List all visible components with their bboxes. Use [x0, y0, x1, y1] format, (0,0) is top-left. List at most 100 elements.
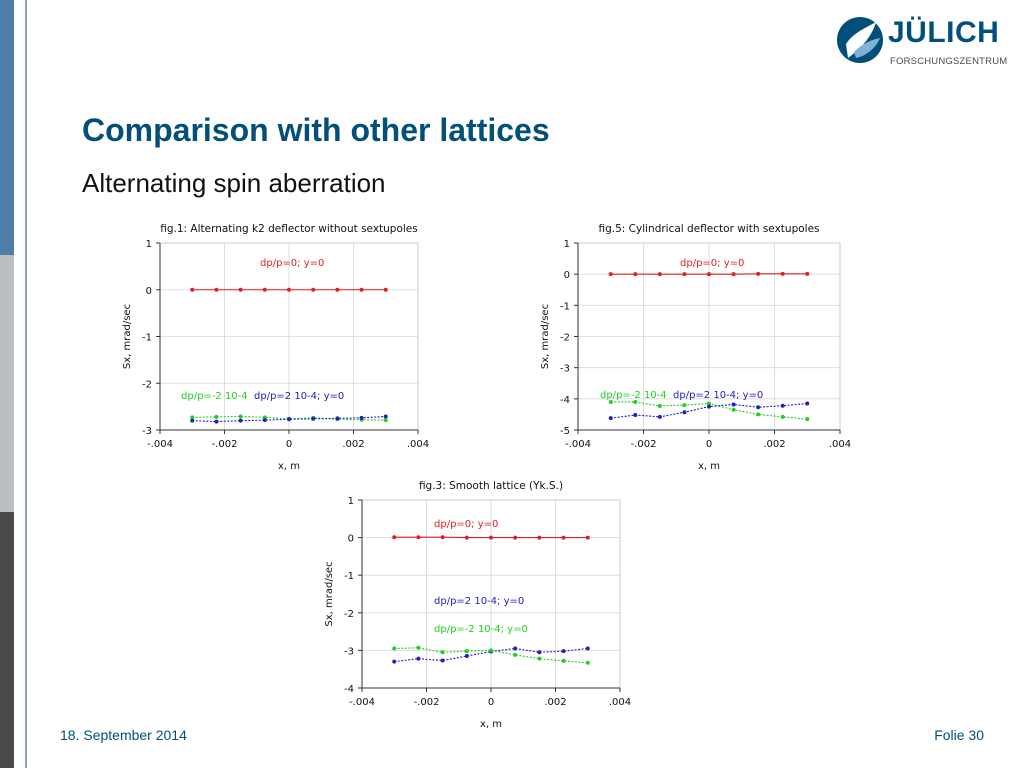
edge-strip-dark: [0, 512, 14, 768]
data-point: [238, 418, 243, 423]
x-tick-label: .002: [342, 439, 364, 450]
data-point: [464, 649, 469, 654]
data-point: [537, 535, 542, 540]
data-point: [780, 403, 785, 408]
series-label: dp/p=-2 10-4: [181, 391, 248, 402]
logo-wordmark: JÜLICH: [888, 16, 1000, 49]
x-tick-label: -.004: [349, 697, 375, 708]
series-line: [394, 647, 588, 664]
data-point: [392, 646, 397, 651]
x-axis-label: x, m: [278, 461, 300, 472]
x-tick-label: -.004: [565, 439, 591, 450]
slide-title: Comparison with other lattices: [82, 112, 550, 148]
data-point: [707, 401, 711, 406]
data-point: [489, 535, 493, 540]
data-point: [440, 658, 445, 663]
x-tick-label: .004: [609, 697, 631, 708]
data-point: [657, 414, 662, 419]
data-point: [756, 405, 761, 410]
data-point: [780, 414, 785, 419]
data-point: [464, 654, 469, 659]
x-tick-label: .002: [544, 697, 566, 708]
data-point: [513, 652, 518, 657]
edge-divider-line: [25, 0, 27, 768]
y-tick-label: 1: [564, 239, 570, 250]
slide-subtitle: Alternating spin aberration: [82, 168, 386, 198]
data-point: [805, 271, 810, 276]
y-axis-label: Sx, mrad/sec: [122, 304, 133, 369]
data-point: [633, 399, 638, 404]
x-tick-label: .004: [407, 439, 429, 450]
data-point: [214, 287, 219, 292]
data-point: [537, 656, 542, 661]
data-point: [440, 535, 445, 540]
data-point: [464, 535, 469, 540]
data-point: [416, 535, 421, 540]
footer-page-number: Folie 30: [934, 727, 984, 743]
logo-subtitle: FORSCHUNGSZENTRUM: [890, 56, 1008, 67]
data-point: [561, 649, 566, 654]
footer-date: 18. September 2014: [60, 727, 187, 743]
data-point: [392, 659, 397, 664]
data-point: [561, 535, 566, 540]
y-tick-label: 1: [348, 496, 354, 507]
data-point: [756, 271, 761, 276]
data-point: [707, 272, 711, 277]
data-point: [287, 287, 291, 292]
y-tick-label: -5: [560, 426, 570, 437]
data-point: [416, 645, 421, 650]
data-point: [682, 403, 687, 408]
x-tick-label: -.002: [631, 439, 657, 450]
data-point: [359, 287, 364, 292]
data-point: [682, 410, 687, 415]
x-tick-label: -.002: [212, 439, 238, 450]
series-label: dp/p=2 10-4; y=0: [254, 391, 344, 402]
logo-mark-icon: [837, 17, 883, 63]
data-point: [287, 417, 291, 422]
data-point: [682, 272, 687, 277]
x-tick-label: 0: [706, 439, 712, 450]
x-tick-label: .002: [763, 439, 785, 450]
data-point: [585, 535, 590, 540]
series-label: dp/p=2 10-4; y=0: [673, 390, 763, 401]
data-point: [585, 660, 590, 665]
data-point: [383, 414, 388, 419]
y-tick-label: -3: [142, 426, 152, 437]
chart-title: fig.1: Alternating k2 deflector without …: [160, 223, 418, 235]
y-tick-label: -3: [560, 364, 570, 375]
chart-group-2: -.004 -.002 0 .002 .004 -5 -4 -3 -2 -1 0 1 fig.5: Cy…: [540, 223, 851, 472]
x-tick-label: 0: [286, 439, 292, 450]
chart-title: fig.5: Cylindrical deflector with sextup…: [598, 223, 819, 235]
data-point: [780, 271, 785, 276]
y-tick-label: -2: [560, 333, 570, 344]
y-tick-label: 1: [146, 239, 152, 250]
series-label: dp/p=0; y=0: [260, 258, 324, 269]
y-tick-label: -2: [344, 609, 354, 620]
data-point: [585, 646, 590, 651]
x-axis-label: x, m: [480, 719, 502, 730]
series-label: dp/p=-2 10-4; y=0: [434, 624, 528, 635]
data-point: [489, 648, 493, 653]
series-label: dp/p=0; y=0: [434, 519, 498, 530]
data-point: [190, 418, 195, 423]
y-tick-label: -1: [142, 333, 152, 344]
data-point: [805, 417, 810, 422]
y-axis-label: Sx, mrad/sec: [324, 561, 335, 626]
data-point: [731, 402, 736, 407]
y-tick-label: -3: [344, 646, 354, 657]
y-tick-label: 0: [348, 534, 354, 545]
y-axis-label: Sx, mrad/sec: [540, 304, 551, 369]
edge-strip-gray: [0, 255, 14, 512]
y-tick-label: 0: [564, 270, 570, 281]
data-point: [657, 272, 662, 277]
data-point: [707, 404, 711, 409]
y-tick-label: -1: [560, 301, 570, 312]
data-point: [190, 287, 195, 292]
y-tick-label: -2: [142, 379, 152, 390]
data-point: [608, 416, 613, 421]
data-point: [731, 407, 736, 412]
chart-group-3: -.004 -.002 0 .002 .004 -4 -3 -2 -1 0 1 fig.3: Smoo…: [324, 480, 631, 730]
data-point: [805, 401, 810, 406]
data-point: [633, 413, 638, 418]
